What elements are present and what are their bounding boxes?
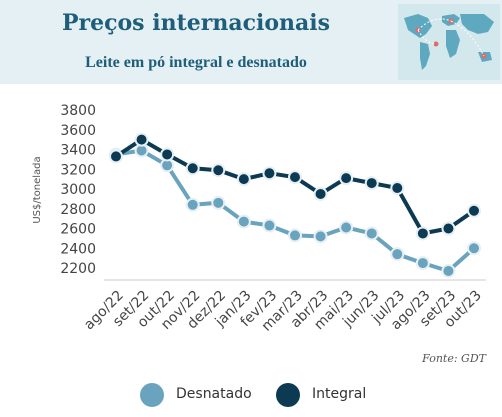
data-point-integral xyxy=(339,171,354,186)
chart-title: Preços internacionais xyxy=(61,10,331,36)
legend-marker-desnatado xyxy=(140,383,164,407)
y-tick-label: 2400 xyxy=(60,241,96,257)
y-tick-label: 2200 xyxy=(60,261,96,277)
y-tick-label: 3600 xyxy=(60,123,96,139)
data-point-integral xyxy=(236,172,251,187)
data-point-integral xyxy=(313,186,328,201)
y-tick-label: 3200 xyxy=(60,162,96,178)
legend-marker-integral xyxy=(276,383,300,407)
y-axis-label: US$/tonelada xyxy=(32,156,43,223)
data-point-integral xyxy=(390,181,405,196)
data-point-integral xyxy=(288,170,302,185)
data-point-integral xyxy=(211,163,226,178)
data-point-desnatado xyxy=(288,228,302,243)
data-point-desnatado xyxy=(467,241,481,256)
data-point-integral xyxy=(415,226,430,241)
data-point-integral xyxy=(160,147,175,162)
y-tick-label: 3400 xyxy=(60,143,96,159)
data-point-desnatado xyxy=(185,197,200,212)
y-tick-label: 2600 xyxy=(60,222,96,238)
data-point-integral xyxy=(185,161,200,176)
chart-header: Preços internacionais Leite em pó integr… xyxy=(0,0,502,84)
y-tick-label: 3000 xyxy=(60,182,96,198)
data-point-integral xyxy=(109,149,123,164)
data-point-integral xyxy=(467,203,481,218)
data-point-desnatado xyxy=(415,256,430,271)
data-point-desnatado xyxy=(236,214,251,229)
data-point-desnatado xyxy=(211,195,226,210)
data-point-integral xyxy=(364,176,379,191)
y-tick-label: 2800 xyxy=(60,202,96,218)
y-tick-label: 3800 xyxy=(60,103,96,119)
chart-subtitle: Leite em pó integral e desnatado xyxy=(85,54,307,71)
data-point-desnatado xyxy=(441,263,456,278)
line-chart: 2200 2400 2600 2800 3000 3200 3400 3600 3800 US$/… xyxy=(32,103,486,335)
legend-label-desnatado: Desnatado xyxy=(176,386,252,402)
data-point-desnatado xyxy=(339,220,354,235)
source-note: Fonte: GDT xyxy=(422,352,486,365)
world-map-icon xyxy=(398,4,500,80)
data-point-desnatado xyxy=(390,247,405,262)
data-point-integral xyxy=(134,132,149,147)
data-point-desnatado xyxy=(262,218,277,233)
data-point-desnatado xyxy=(313,229,328,244)
legend-label-integral: Integral xyxy=(312,386,367,402)
data-point-integral xyxy=(441,221,456,236)
data-point-desnatado xyxy=(364,226,379,241)
legend: Desnatado Integral xyxy=(0,378,502,412)
data-point-integral xyxy=(262,166,277,181)
